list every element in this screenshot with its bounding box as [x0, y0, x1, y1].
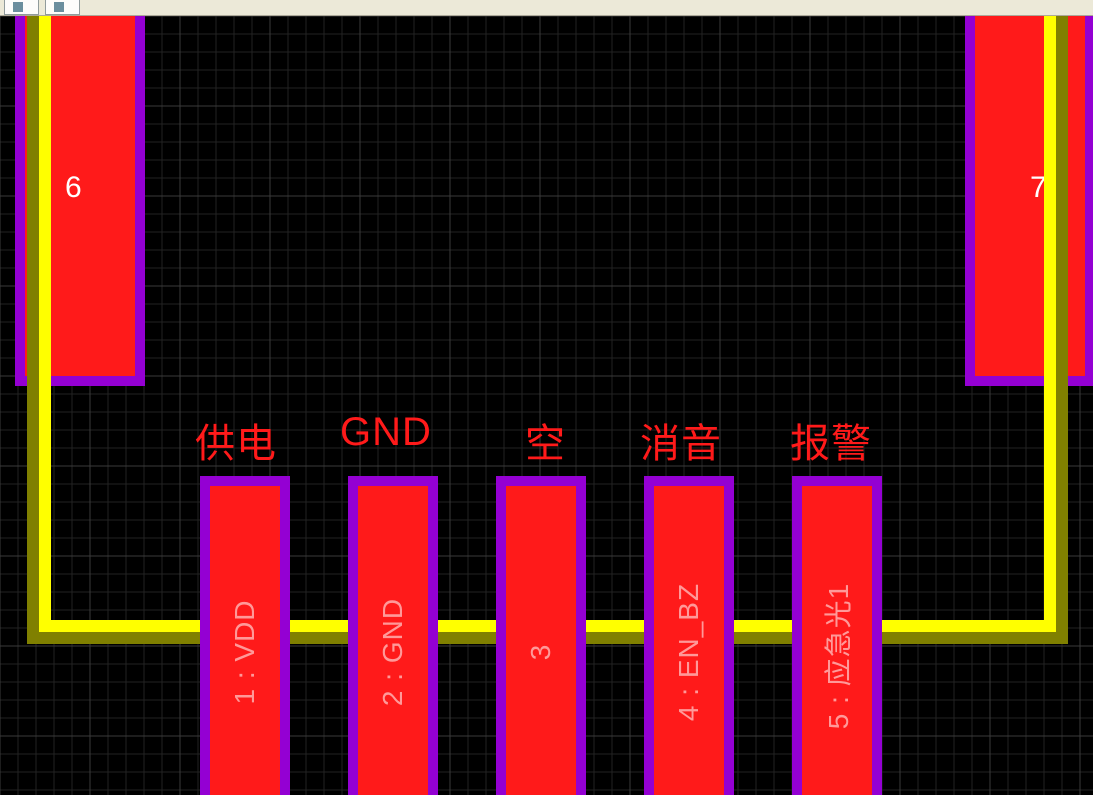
pin-label: 3: [525, 572, 557, 732]
tab-1[interactable]: [4, 0, 39, 15]
tab-label: [68, 1, 71, 13]
pin-label: 4 : EN_BZ: [673, 572, 705, 732]
silk-label: GND: [340, 410, 432, 455]
silk-label: 消音: [640, 411, 722, 469]
toolbar: [0, 0, 1093, 16]
tab-icon: [54, 2, 64, 12]
pcb-canvas[interactable]: 6 7 供电GND空消音报警 1 : VDD2 : GND34 : EN_BZ5…: [0, 16, 1093, 795]
tab-2[interactable]: [45, 0, 80, 15]
silk-label: 空: [525, 411, 566, 469]
pin-label: 1 : VDD: [229, 572, 261, 732]
pin-label: 2 : GND: [377, 572, 409, 732]
tab-label: [27, 1, 30, 13]
tab-icon: [13, 2, 23, 12]
silk-label: 报警: [790, 411, 872, 469]
pin-label: 5 : 应急光1: [817, 576, 857, 736]
silk-label: 供电: [195, 411, 277, 469]
